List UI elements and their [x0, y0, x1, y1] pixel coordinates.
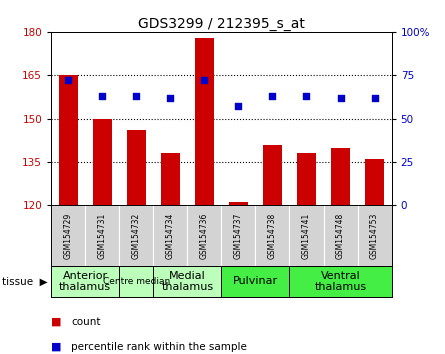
Text: GSM154738: GSM154738 [268, 212, 277, 258]
Bar [324, 205, 358, 266]
Bar [290, 266, 392, 297]
Point [371, 95, 378, 101]
Text: Pulvinar: Pulvinar [233, 276, 278, 286]
Bar [51, 266, 119, 297]
Text: GSM154731: GSM154731 [98, 212, 107, 258]
Text: ■: ■ [51, 342, 62, 352]
Text: GSM154748: GSM154748 [336, 212, 345, 258]
Bar [222, 205, 255, 266]
Bar [59, 75, 77, 205]
Text: GSM154736: GSM154736 [200, 212, 209, 259]
Text: GSM154741: GSM154741 [302, 212, 311, 258]
Bar [153, 266, 222, 297]
Point [65, 78, 72, 83]
Text: ■: ■ [51, 317, 62, 327]
Text: Ventral
thalamus: Ventral thalamus [315, 270, 367, 292]
Text: GSM154753: GSM154753 [370, 212, 379, 259]
Bar [263, 144, 282, 205]
Bar [229, 202, 248, 205]
Point [337, 95, 344, 101]
Bar [290, 205, 324, 266]
Text: percentile rank within the sample: percentile rank within the sample [71, 342, 247, 352]
Bar [51, 205, 85, 266]
Point [201, 78, 208, 83]
Text: GSM154734: GSM154734 [166, 212, 175, 259]
Point [303, 93, 310, 99]
Bar [85, 205, 119, 266]
Bar [153, 205, 187, 266]
Bar [127, 130, 146, 205]
Text: Medial
thalamus: Medial thalamus [161, 270, 214, 292]
Text: GSM154732: GSM154732 [132, 212, 141, 258]
Text: Centre median: Centre median [103, 277, 170, 286]
Text: count: count [71, 317, 101, 327]
Bar [195, 38, 214, 205]
Point [99, 93, 106, 99]
Point [269, 93, 276, 99]
Bar [331, 148, 350, 205]
Bar [222, 266, 290, 297]
Bar [297, 153, 316, 205]
Point [235, 104, 242, 109]
Bar [119, 205, 153, 266]
Point [133, 93, 140, 99]
Bar [93, 119, 112, 205]
Point [167, 95, 174, 101]
Text: GSM154737: GSM154737 [234, 212, 243, 259]
Bar [119, 266, 153, 297]
Bar [358, 205, 392, 266]
Bar [161, 153, 180, 205]
Bar [365, 159, 384, 205]
Title: GDS3299 / 212395_s_at: GDS3299 / 212395_s_at [138, 17, 305, 31]
Bar [187, 205, 222, 266]
Text: Anterior
thalamus: Anterior thalamus [59, 270, 111, 292]
Text: GSM154729: GSM154729 [64, 212, 73, 258]
Bar [255, 205, 290, 266]
Text: tissue  ▶: tissue ▶ [2, 276, 48, 286]
